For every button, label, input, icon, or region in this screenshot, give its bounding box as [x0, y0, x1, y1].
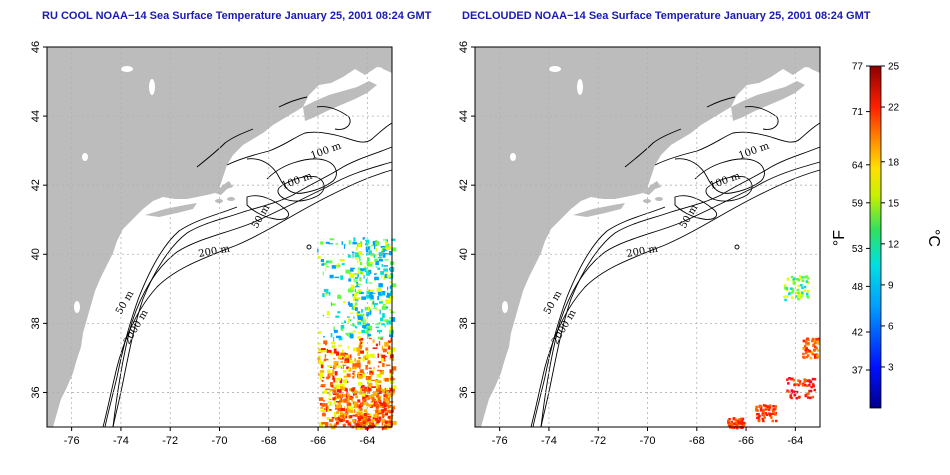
sst-data-layer	[727, 275, 821, 430]
lat-tick-label: 36	[30, 386, 42, 398]
sst-data-layer	[317, 237, 397, 431]
lat-lon-grid	[475, 46, 820, 427]
lon-tick-label: -66	[310, 435, 326, 447]
lat-tick-label: 36	[458, 386, 470, 398]
celsius-unit-label: °C	[925, 229, 942, 247]
celsius-tick-label: 18	[888, 157, 900, 168]
lat-tick-label: 40	[30, 248, 42, 260]
celsius-tick-label: 3	[888, 362, 894, 373]
lon-tick-label: -76	[492, 435, 508, 447]
fahrenheit-tick-label: 59	[852, 198, 864, 209]
fahrenheit-tick-label: 42	[852, 328, 864, 339]
lon-tick-label: -72	[162, 435, 178, 447]
inland-lakes	[74, 66, 155, 313]
fahrenheit-tick-label: 48	[852, 282, 864, 293]
lon-tick-label: -66	[738, 435, 754, 447]
right-panel-title: DECLOUDED NOAA−14 Sea Surface Temperatur…	[462, 10, 871, 22]
left-panel-title: RU COOL NOAA−14 Sea Surface Temperature …	[42, 10, 432, 22]
lon-tick-label: -68	[261, 435, 277, 447]
fahrenheit-tick-label: 77	[852, 62, 864, 73]
fahrenheit-tick-label: 37	[852, 366, 864, 377]
fahrenheit-tick-label: 71	[852, 107, 864, 118]
lon-tick-label: -70	[212, 435, 228, 447]
colorbar-gradient	[869, 65, 882, 409]
lon-tick-label: -72	[590, 435, 606, 447]
lat-lon-grid	[47, 46, 392, 427]
celsius-tick-label: 25	[888, 62, 900, 73]
lat-tick-label: 46	[458, 41, 470, 53]
lon-tick-label: -74	[113, 435, 129, 447]
celsius-tick-label: 15	[888, 198, 900, 209]
colorbar: 25 22 18 15 12 9 6 3 77 71 64 59 53 48 42 37 °F °C	[831, 62, 942, 409]
lon-tick-label: -76	[64, 435, 80, 447]
lat-tick-label: 40	[458, 248, 470, 260]
celsius-tick-label: 9	[888, 280, 894, 291]
lat-tick-label: 42	[30, 179, 42, 191]
lat-tick-label: 44	[458, 110, 470, 122]
lon-tick-label: -74	[541, 435, 557, 447]
lon-tick-label: -70	[640, 435, 656, 447]
celsius-tick-label: 6	[888, 321, 894, 332]
fahrenheit-tick-label: 53	[852, 244, 864, 255]
lon-tick-label: -64	[359, 435, 375, 447]
lat-tick-label: 42	[458, 179, 470, 191]
celsius-tick-label: 22	[888, 103, 900, 114]
lat-tick-label: 38	[30, 317, 42, 329]
fahrenheit-unit-label: °F	[831, 230, 848, 246]
lat-tick-label: 44	[30, 110, 42, 122]
lat-tick-label: 38	[458, 317, 470, 329]
lon-tick-label: -64	[787, 435, 803, 447]
celsius-tick-label: 12	[888, 239, 900, 250]
lon-tick-label: -68	[689, 435, 705, 447]
fahrenheit-tick-label: 64	[852, 160, 864, 171]
inland-lakes	[502, 66, 583, 313]
lat-tick-label: 46	[30, 41, 42, 53]
